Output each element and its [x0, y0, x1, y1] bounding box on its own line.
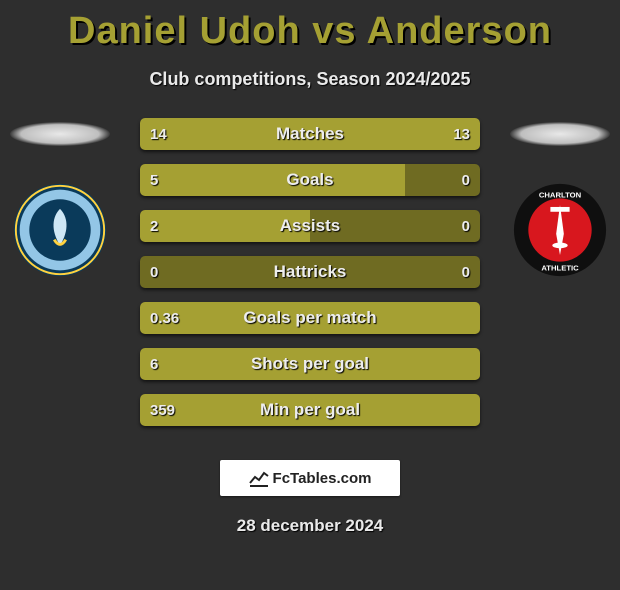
- svg-text:CHARLTON: CHARLTON: [539, 190, 582, 199]
- subtitle: Club competitions, Season 2024/2025: [0, 69, 620, 90]
- page-title: Daniel Udoh vs Anderson: [0, 10, 620, 53]
- stat-row: 1413Matches: [140, 118, 480, 150]
- stat-bar-left-fill: [140, 302, 480, 334]
- right-club-badge: CHARLTON ATHLETIC: [512, 182, 608, 278]
- stat-bar-right-fill: [317, 118, 480, 150]
- stat-bar-left-fill: [140, 118, 317, 150]
- stat-value-left: 0: [140, 256, 168, 288]
- stat-row: 0 0Hattricks: [140, 256, 480, 288]
- credit-badge: FcTables.com: [220, 460, 400, 496]
- stat-row: 20Assists: [140, 210, 480, 242]
- right-player-column: CHARLTON ATHLETIC: [500, 118, 620, 278]
- stat-row: 50Goals: [140, 164, 480, 196]
- credit-text: FcTables.com: [273, 470, 372, 487]
- left-player-column: [0, 118, 120, 278]
- stat-row: 359Min per goal: [140, 394, 480, 426]
- stat-bar-left-fill: [140, 210, 310, 242]
- date-text: 28 december 2024: [0, 516, 620, 536]
- svg-text:ATHLETIC: ATHLETIC: [541, 263, 579, 272]
- stat-row: 6Shots per goal: [140, 348, 480, 380]
- left-club-badge: [12, 182, 108, 278]
- comparison-panel: CHARLTON ATHLETIC 1413Matches 50Goals 20As…: [0, 118, 620, 438]
- stat-value-right: 0: [452, 164, 480, 196]
- stat-value-right: 0: [452, 256, 480, 288]
- stat-value-right: 0: [452, 210, 480, 242]
- stat-bar-left-fill: [140, 164, 405, 196]
- player-shadow-icon: [10, 122, 110, 146]
- stat-row: 0.36Goals per match: [140, 302, 480, 334]
- player-shadow-icon: [510, 122, 610, 146]
- stat-bar-left-fill: [140, 348, 480, 380]
- chart-icon: [249, 469, 269, 487]
- stat-bars: 1413Matches50Goals20Assists00Hattricks0.…: [140, 118, 480, 440]
- stat-label: Hattricks: [140, 256, 480, 288]
- stat-bar-left-fill: [140, 394, 480, 426]
